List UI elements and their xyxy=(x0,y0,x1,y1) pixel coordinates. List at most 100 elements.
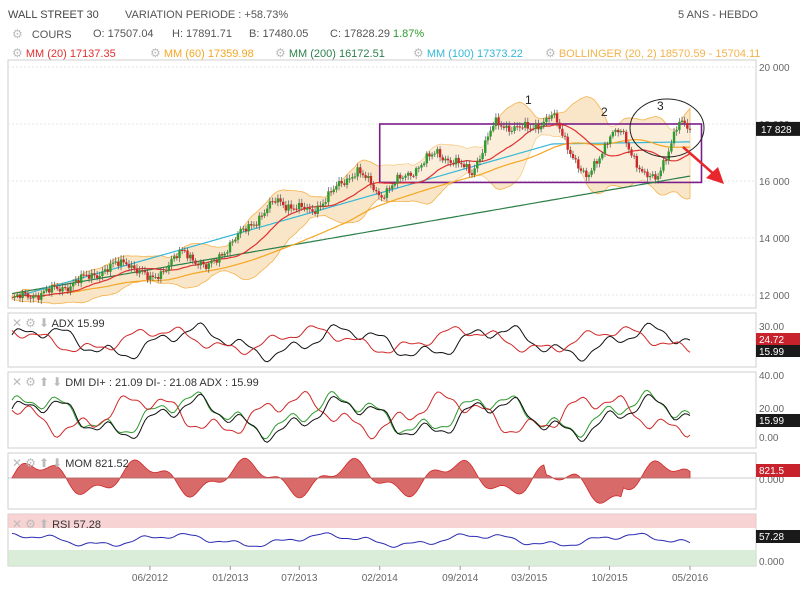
down-arrow-head xyxy=(706,167,724,184)
legend-mm60[interactable]: ⚙ MM (60) 17359.98 xyxy=(150,46,254,60)
candle-body xyxy=(175,256,179,259)
candle-body xyxy=(529,128,532,130)
candle-body xyxy=(542,121,545,127)
candle-body xyxy=(470,173,474,175)
candle-body xyxy=(292,208,296,210)
arrow-down-icon[interactable]: ⬇ xyxy=(52,375,63,389)
close-icon[interactable]: ✕ xyxy=(12,456,23,470)
settings-icon[interactable]: ⚙ xyxy=(275,46,286,60)
candle-body xyxy=(454,157,458,165)
settings-icon[interactable]: ⚙ xyxy=(25,456,36,470)
candle-body xyxy=(61,287,64,292)
candle-body xyxy=(393,183,397,186)
candle-body xyxy=(279,198,282,202)
candle-body xyxy=(473,168,476,175)
settings-icon[interactable]: ⚙ xyxy=(25,375,36,389)
candle-body xyxy=(212,259,216,261)
candle-body xyxy=(18,294,22,299)
candle-body xyxy=(271,201,274,203)
candle-body xyxy=(369,175,373,185)
arrow-up-icon[interactable]: ⬆ xyxy=(38,456,50,470)
candle-body xyxy=(622,130,625,132)
close-icon[interactable]: ✕ xyxy=(12,316,23,330)
candle-body xyxy=(672,131,676,144)
candle-body xyxy=(228,242,232,253)
candle-body xyxy=(518,126,522,128)
close-icon[interactable]: ✕ xyxy=(12,375,23,389)
candle-body xyxy=(614,129,617,132)
legend-mm20[interactable]: ⚙ MM (20) 17137.35 xyxy=(12,46,116,60)
candle-body xyxy=(585,170,588,178)
candle-body xyxy=(223,253,226,256)
candle-body xyxy=(558,122,561,129)
settings-icon[interactable]: ⚙ xyxy=(12,46,23,60)
candle-body xyxy=(119,259,123,267)
candle-body xyxy=(122,259,125,263)
dmi-minus-line xyxy=(11,390,691,440)
candle-body xyxy=(66,287,70,292)
candle-body xyxy=(117,261,120,267)
candle-body xyxy=(50,285,54,293)
mom-badge xyxy=(756,464,800,477)
y-tick-label: 20 000 xyxy=(759,63,790,74)
candle-body xyxy=(321,203,325,207)
legend-mm200[interactable]: ⚙ MM (200) 16172.51 xyxy=(275,46,385,60)
candle-body xyxy=(199,261,202,266)
adx-signal-line xyxy=(11,325,691,355)
legend-bollinger[interactable]: ⚙ BOLLINGER (20, 2) 18570.59 - 15704.11 xyxy=(545,46,761,60)
candle-body xyxy=(670,143,673,152)
candle-body xyxy=(188,254,192,259)
mom-tick: 0.000 xyxy=(759,475,784,486)
candle-body xyxy=(579,168,583,171)
settings-icon[interactable]: ⚙ xyxy=(12,27,23,41)
candle-body xyxy=(274,201,277,203)
candle-body xyxy=(651,174,654,176)
arrow-up-icon[interactable]: ⬆ xyxy=(38,517,50,531)
candle-body xyxy=(444,158,447,161)
candle-body xyxy=(361,173,365,176)
candle-body xyxy=(79,274,83,284)
rsi-label: RSI 57.28 xyxy=(52,519,101,531)
close-icon[interactable]: ✕ xyxy=(12,517,23,531)
rsi-badge-text: 57.28 xyxy=(759,532,784,543)
candle-body xyxy=(149,275,152,280)
candle-body xyxy=(436,149,439,154)
settings-icon[interactable]: ⚙ xyxy=(545,46,556,60)
candle-body xyxy=(324,202,327,204)
arrow-up-icon[interactable]: ⬆ xyxy=(38,375,50,389)
candle-body xyxy=(492,125,495,131)
settings-icon[interactable]: ⚙ xyxy=(413,46,424,60)
candle-body xyxy=(606,143,609,145)
rsi-line xyxy=(11,532,691,548)
settings-icon[interactable]: ⚙ xyxy=(25,316,36,330)
legend-mm100[interactable]: ⚙ MM (100) 17373.22 xyxy=(413,46,523,60)
candle-body xyxy=(308,208,311,210)
arrow-down-icon[interactable]: ⬇ xyxy=(38,316,50,330)
candle-body xyxy=(460,163,463,165)
candle-body xyxy=(555,113,559,123)
candle-body xyxy=(69,286,72,292)
candle-body xyxy=(183,250,187,252)
candle-body xyxy=(210,260,213,264)
candle-body xyxy=(624,131,628,144)
candle-body xyxy=(40,293,43,300)
dmi-header: ✕ ⚙ ⬆ ⬇ DMI DI+ : 21.09 DI- : 21.08 ADX … xyxy=(12,375,259,389)
candle-body xyxy=(215,259,218,263)
y-tick-label: 14 000 xyxy=(759,234,790,245)
candle-body xyxy=(601,153,604,159)
settings-icon[interactable]: ⚙ xyxy=(25,517,36,531)
candle-body xyxy=(489,130,492,137)
candle-body xyxy=(207,263,210,269)
settings-icon[interactable]: ⚙ xyxy=(150,46,161,60)
dmi-series: 40.00 20.00 0.00 15.99 xyxy=(11,371,800,444)
candle-body xyxy=(180,249,184,251)
adx-badge-2-text: 15.99 xyxy=(759,347,784,358)
candle-body xyxy=(659,170,662,177)
arrow-down-icon[interactable]: ⬇ xyxy=(52,456,63,470)
candle-body xyxy=(186,250,189,259)
candle-body xyxy=(13,296,16,298)
candle-body xyxy=(505,125,508,128)
candle-body xyxy=(327,191,330,203)
candle-body xyxy=(143,270,147,273)
candle-body xyxy=(348,178,351,180)
